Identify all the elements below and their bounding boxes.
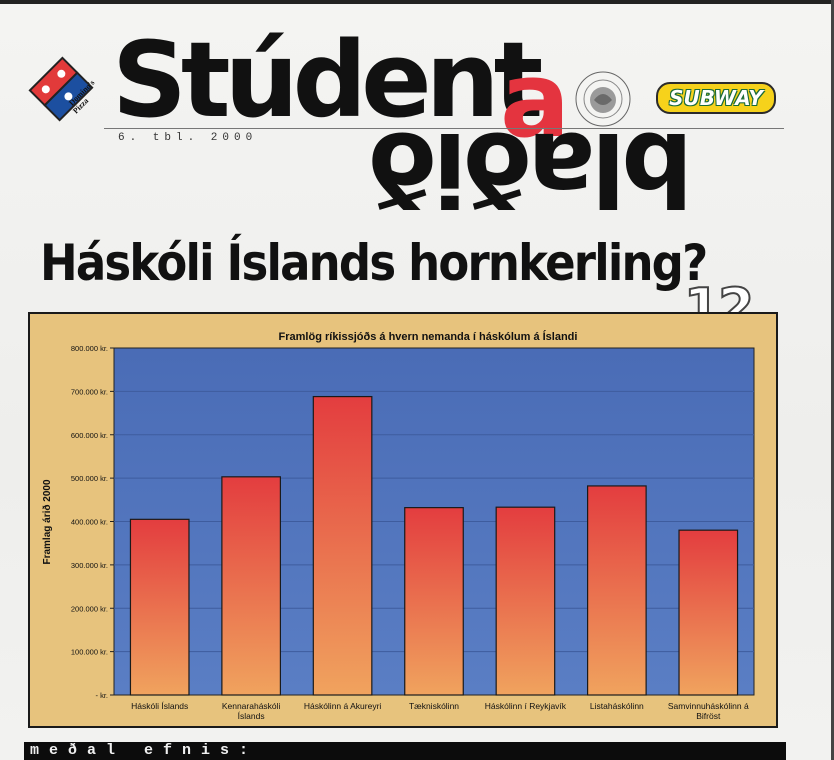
y-tick-label: - kr. (96, 691, 109, 700)
x-tick-label: Háskóli Íslands (131, 701, 188, 711)
bar (495, 506, 556, 696)
x-tick-label: Listaháskólinn (590, 701, 644, 711)
y-tick-label: 400.000 kr. (71, 518, 108, 527)
scan-edge-top (0, 0, 834, 4)
masthead-title: Stúdent (112, 19, 543, 141)
bar (404, 507, 464, 696)
masthead-subtitle-inverted: blaðið (372, 110, 694, 227)
x-tick-label: Kennaraháskóli Íslands (222, 701, 281, 721)
y-tick-label: 100.000 kr. (71, 648, 108, 657)
x-tick-label: Háskólinn á Akureyri (304, 701, 382, 711)
scan-edge-right (831, 0, 834, 760)
bar-chart: Framlög ríkissjóðs á hvern nemanda í hás… (41, 330, 755, 721)
bar (586, 485, 647, 696)
y-axis-label: Framlag árið 2000 (41, 479, 53, 564)
bar (129, 518, 190, 696)
y-tick-label: 800.000 kr. (71, 344, 108, 353)
university-seal-icon (575, 71, 631, 127)
chart-title: Framlög ríkissjóðs á hvern nemanda í hás… (279, 330, 578, 343)
subway-logo: SUBWAY (656, 82, 776, 114)
bar (221, 476, 281, 696)
x-tick-label: Tækniskólinn (409, 701, 459, 711)
bar (678, 529, 739, 696)
bar (312, 395, 373, 696)
y-tick-label: 200.000 kr. (71, 604, 108, 613)
x-tick-label: Samvinnuháskólinn á Bifröst (668, 701, 749, 721)
x-tick-label: Háskólinn í Reykjavík (485, 701, 567, 711)
dominos-logo: Domino's Pizza (28, 56, 96, 122)
y-tick-label: 300.000 kr. (71, 561, 108, 570)
masthead-rule (104, 128, 784, 129)
y-tick-label: 500.000 kr. (71, 474, 108, 483)
headline: Háskóli Íslands hornkerling? (40, 234, 708, 292)
issue-number: 6. tbl. 2000 (118, 132, 258, 144)
bottom-bar (24, 742, 786, 760)
y-tick-label: 600.000 kr. (71, 431, 108, 440)
y-tick-label: 700.000 kr. (71, 387, 108, 396)
masthead-title-accent: a (500, 39, 571, 161)
bottom-bar-text: meðal efnis: (30, 742, 259, 759)
